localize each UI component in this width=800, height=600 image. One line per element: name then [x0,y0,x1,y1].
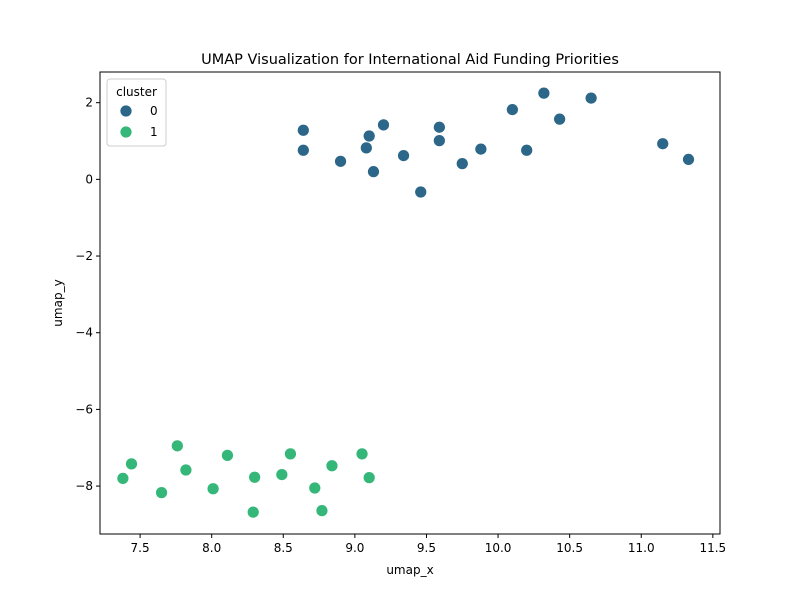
x-tick-label: 7.5 [131,541,150,555]
scatter-point-cluster-0 [656,137,670,151]
scatter-point-cluster-0 [367,165,380,179]
legend-marker [119,104,133,118]
scatter-point-cluster-1 [206,482,220,496]
scatter-point-cluster-1 [246,505,260,519]
x-tick-label: 10.5 [556,541,583,555]
y-tick-label: −6 [75,402,93,416]
legend: cluster 0 1 [106,78,167,147]
x-tick-label: 8.5 [274,541,293,555]
scatter-point-cluster-1 [325,459,339,473]
scatter-point-cluster-1 [221,449,234,462]
x-tick-label: 10.0 [485,541,512,555]
scatter-point-cluster-0 [334,154,347,168]
x-axis-label: umap_x [386,563,433,577]
y-tick-label: −4 [75,326,93,340]
scatter-point-cluster-0 [296,123,310,137]
legend-entry-label: 0 [150,104,158,118]
scatter-point-cluster-0 [682,153,695,166]
scatter-point-cluster-1 [284,447,297,461]
scatter-point-cluster-0 [455,157,469,171]
y-axis-label: umap_y [51,279,65,326]
y-tick-label: −2 [75,249,93,263]
scatter-point-cluster-1 [362,471,376,485]
scatter-point-cluster-1 [125,457,138,471]
scatter-point-cluster-1 [170,439,184,453]
plot-area [99,71,721,535]
y-tick-label: −8 [75,479,93,493]
scatter-point-cluster-0 [397,149,410,162]
scatter-point-cluster-0 [432,134,446,148]
legend-marker [119,125,133,139]
scatter-point-cluster-1 [155,486,168,499]
scatter-point-cluster-1 [116,472,130,485]
y-axis: 2 0 −2 −4 −6 −8 [75,96,100,493]
legend-title: cluster [116,85,157,99]
scatter-point-cluster-0 [377,118,390,132]
scatter-point-cluster-0 [537,86,551,100]
scatter-point-cluster-0 [359,141,373,155]
scatter-point-cluster-1 [315,504,329,517]
scatter-point-cluster-1 [248,470,262,484]
scatter-point-cluster-0 [520,143,534,157]
scatter-point-cluster-1 [275,468,289,481]
scatter-point-cluster-0 [553,112,567,126]
data-points [116,86,695,519]
scatter-point-cluster-0 [296,143,310,157]
scatter-point-cluster-0 [584,91,598,105]
chart-title: UMAP Visualization for International Aid… [201,52,619,68]
scatter-point-cluster-0 [432,120,446,134]
x-axis: 7.5 8.0 8.5 9.0 9.5 10.0 10.5 11.0 11.5 [131,534,726,555]
x-tick-label: 9.5 [417,541,436,555]
legend-entry-label: 1 [150,125,158,139]
scatter-point-cluster-0 [414,185,428,199]
scatter-point-cluster-0 [506,103,519,116]
x-tick-label: 11.0 [628,541,655,555]
scatter-point-cluster-1 [355,447,369,461]
y-tick-label: 0 [85,172,93,186]
scatter-point-cluster-1 [179,463,193,477]
x-tick-label: 11.5 [699,541,726,555]
scatter-point-cluster-0 [474,142,488,156]
scatter-point-cluster-0 [362,129,376,143]
x-tick-label: 8.0 [202,541,221,555]
y-tick-label: 2 [85,96,93,110]
scatter-point-cluster-1 [308,481,322,495]
x-tick-label: 9.0 [345,541,364,555]
